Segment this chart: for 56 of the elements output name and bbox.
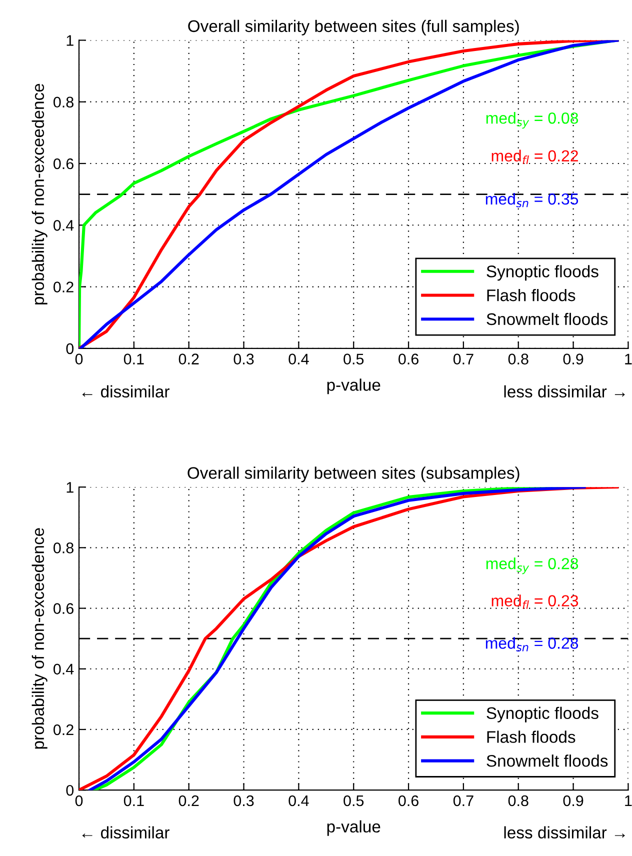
x-tick-label: 0.4 <box>288 795 309 806</box>
y-tick-label: 0.8 <box>54 96 74 108</box>
x-tick-label: 0.2 <box>178 354 199 364</box>
legend-label: Snowmelt floods <box>486 754 608 767</box>
annotation: med$_{fl}$ = 0.23 <box>492 594 578 609</box>
y-tick-label: 0.4 <box>54 664 74 675</box>
y-tick-label: 1 <box>66 35 74 46</box>
x-tick-label: 0.7 <box>453 354 474 364</box>
text: ← dissimilar <box>82 385 170 398</box>
text: less dissimilar → <box>504 385 625 398</box>
x-tick-label: 0.3 <box>234 354 254 364</box>
y-tick-label: 0.6 <box>54 158 74 170</box>
annotation: med$_{sy}$ = 0.28 <box>486 558 578 574</box>
x-tick-label: 0.9 <box>563 795 584 806</box>
x-tick-label: 0.4 <box>288 354 309 364</box>
legend-label: Snowmelt floods <box>486 312 608 326</box>
x-tick-label: 0.8 <box>508 354 528 364</box>
annotation: med$_{sn}$ = 0.35 <box>486 192 578 208</box>
x-tick-label: 0.3 <box>234 795 254 806</box>
x-tick-label: 0.9 <box>563 354 584 364</box>
legend-label: Synoptic floods <box>486 265 598 281</box>
y-tick-label: 0.4 <box>54 220 74 231</box>
text: less dissimilar → <box>504 826 625 838</box>
x-tick-label: 0.6 <box>398 795 418 806</box>
legend-label: Flash floods <box>487 730 576 743</box>
annotation: med$_{sn}$ = 0.28 <box>486 637 578 652</box>
y-tick-label: 0.2 <box>54 282 74 292</box>
x-axis-title: p-value <box>327 820 380 836</box>
y-tick-label: 0.6 <box>54 603 74 614</box>
chart-title: Overall similarity between sites (subsamples) <box>188 466 520 482</box>
x-tick-label: 0.2 <box>178 795 199 806</box>
legend-label: Flash floods <box>487 288 576 302</box>
legend-label: Synoptic floods <box>486 706 598 722</box>
y-tick-label: 0 <box>66 784 74 796</box>
y-tick-label: 0.8 <box>54 542 74 554</box>
x-tick-label: 1 <box>625 354 632 364</box>
x-tick-label: 0.7 <box>453 795 474 806</box>
x-tick-label: 0.5 <box>344 354 364 364</box>
text: ← dissimilar <box>82 826 170 838</box>
x-tick-label: 1 <box>625 796 632 806</box>
y-axis-title: probability of non-exceedence <box>32 84 48 304</box>
x-tick-label: 0 <box>75 354 83 364</box>
x-axis-title: p-value <box>327 378 380 394</box>
y-tick-label: 0 <box>66 343 74 354</box>
y-tick-label: 1 <box>66 482 74 493</box>
annotation: med$_{sy}$ = 0.08 <box>486 112 578 129</box>
chart-title: Overall similarity between sites (full samples) <box>188 20 519 36</box>
x-tick-label: 0.6 <box>398 354 418 364</box>
x-tick-label: 0.5 <box>344 795 364 806</box>
y-axis-title: probability of non-exceedence <box>32 528 48 749</box>
x-tick-label: 0 <box>75 795 83 806</box>
x-tick-label: 0.1 <box>124 354 144 364</box>
annotation: med$_{fl}$ = 0.22 <box>492 150 578 164</box>
x-tick-label: 0.1 <box>124 795 144 806</box>
x-tick-label: 0.8 <box>508 795 528 806</box>
y-tick-label: 0.2 <box>54 724 74 736</box>
